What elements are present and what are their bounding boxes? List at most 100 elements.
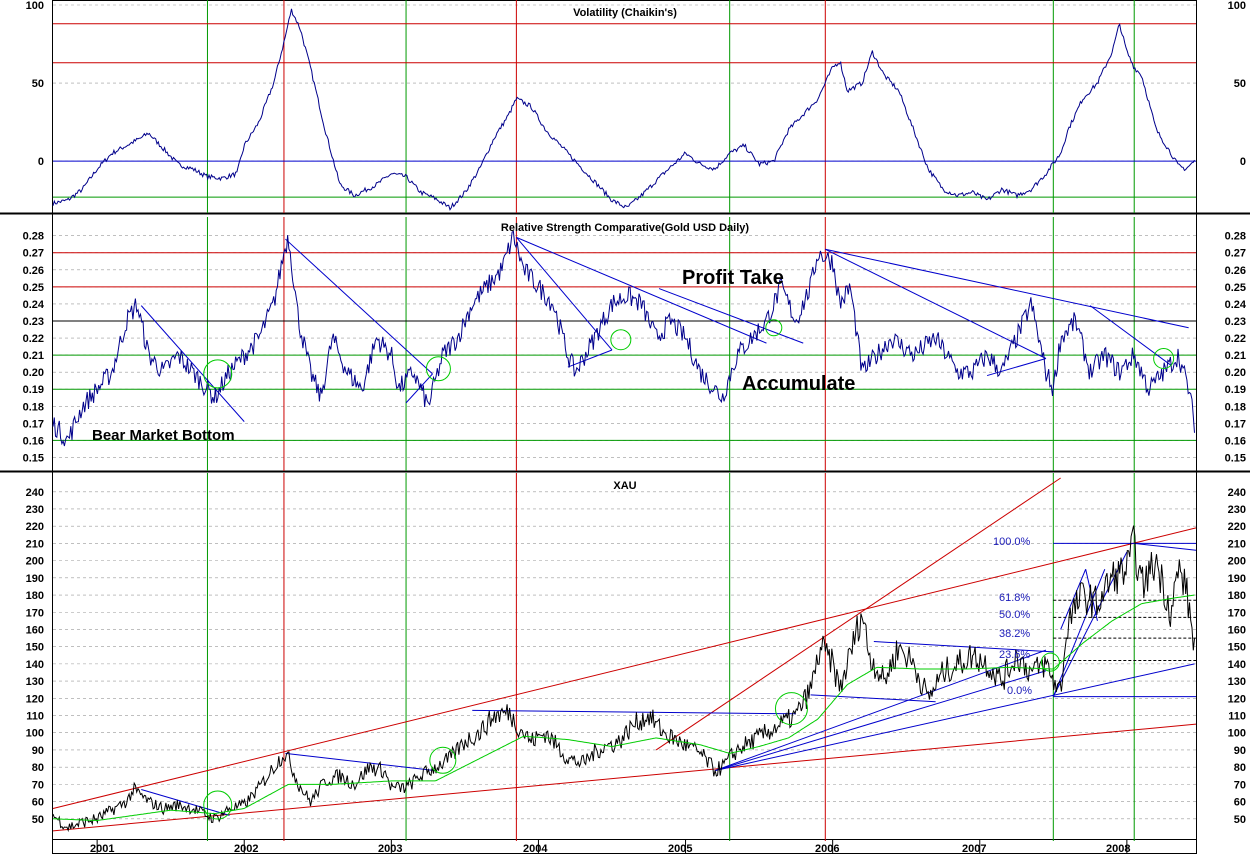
xau-y-tick-left: 100	[26, 728, 44, 740]
xau-y-tick-left: 220	[26, 521, 44, 533]
rsc-y-tick-right: 0.15	[1225, 452, 1246, 464]
xau-y-tick-left: 120	[26, 693, 44, 705]
rsc-y-tick-left: 0.17	[23, 418, 44, 430]
xau-y-tick-right: 220	[1228, 521, 1246, 533]
xau-y-tick-right: 80	[1234, 762, 1246, 774]
xau-moving-average-line	[53, 594, 1195, 821]
xau-breakout-circle	[203, 790, 233, 820]
rsc-trendline	[140, 305, 245, 422]
xau-y-tick-left: 170	[26, 607, 44, 619]
xau-y-tick-right: 210	[1228, 538, 1246, 550]
rsc-trendline	[516, 236, 767, 344]
xau-y-tick-left: 90	[32, 745, 44, 757]
xau-y-tick-right: 170	[1228, 607, 1246, 619]
rsc-y-tick-right: 0.18	[1225, 401, 1246, 413]
rsc-breakout-circle	[425, 356, 451, 382]
annotation-accumulate: Accumulate	[742, 373, 855, 395]
x-tick-2005: 2005	[668, 843, 692, 855]
horizontal-level-lines	[53, 23, 1196, 441]
xau-y-tick-left: 130	[26, 676, 44, 688]
rsc-y-tick-left: 0.21	[23, 350, 44, 362]
xau-y-tick-left: 190	[26, 573, 44, 585]
xau-y-tick-left: 50	[32, 814, 44, 826]
rsc-y-tick-right: 0.22	[1225, 333, 1246, 345]
xau-y-tick-left: 230	[26, 504, 44, 516]
rsc-breakout-circle	[203, 359, 233, 389]
x-axis-labels: 2001 2002 2003 2004 2005 2006 2007 2008	[90, 843, 1130, 855]
rsc-trendline	[567, 349, 613, 368]
xau-y-tick-right: 120	[1228, 693, 1246, 705]
fibonacci-labels: 100.0% 61.8% 50.0% 38.2% 23.6% 0.0%	[993, 536, 1032, 697]
series-lines	[52, 8, 1195, 833]
xau-blue-trendline	[1134, 542, 1197, 551]
xau-y-tick-right: 230	[1228, 504, 1246, 516]
x-tick-2006: 2006	[815, 843, 839, 855]
rsc-y-tick-left: 0.22	[23, 333, 44, 345]
xau-blue-trendline	[141, 789, 230, 816]
volatility-y-tick-left: 50	[32, 78, 44, 90]
xau-title: XAU	[613, 480, 636, 492]
volatility-y-tick-left: 100	[26, 0, 44, 12]
rsc-y-tick-right: 0.25	[1225, 282, 1246, 294]
xau-y-tick-left: 200	[26, 556, 44, 568]
xau-y-tick-right: 190	[1228, 573, 1246, 585]
xau-blue-trendline	[1052, 551, 1128, 697]
xau-y-tick-left: 140	[26, 659, 44, 671]
rsc-y-tick-left: 0.27	[23, 248, 44, 260]
rsc-y-tick-left: 0.26	[23, 265, 44, 277]
x-tick-2003: 2003	[378, 843, 402, 855]
year-vertical-lines	[206, 0, 1135, 841]
volatility-y-tick-right: 50	[1234, 78, 1246, 90]
rsc-y-tick-right: 0.16	[1225, 435, 1246, 447]
xau-blue-trendline	[472, 709, 796, 715]
x-tick-2004: 2004	[523, 843, 548, 855]
xau-y-tick-right: 140	[1228, 659, 1246, 671]
xau-blue-trendline	[1085, 569, 1098, 621]
xau-blue-trendline	[1060, 569, 1087, 630]
xau-blue-trendline	[873, 641, 1054, 653]
rsc-y-tick-right: 0.24	[1225, 299, 1247, 311]
rsc-y-tick-left: 0.25	[23, 282, 44, 294]
xau-y-tick-right: 150	[1228, 642, 1246, 654]
xau-y-tick-right: 60	[1234, 797, 1246, 809]
rsc-trendline	[825, 248, 1189, 329]
fib-label-100: 100.0%	[993, 536, 1031, 548]
rsc-y-tick-left: 0.23	[23, 316, 44, 328]
rsc-y-tick-left: 0.28	[23, 231, 44, 243]
x-tick-2001: 2001	[90, 843, 114, 855]
annotation-bear-market-bottom: Bear Market Bottom	[92, 427, 235, 444]
xau-y-tick-right: 130	[1228, 676, 1246, 688]
rsc-y-tick-left: 0.19	[23, 384, 44, 396]
xau-y-tick-left: 240	[26, 487, 44, 499]
rsc-y-tick-left: 0.18	[23, 401, 44, 413]
xau-y-tick-right: 50	[1234, 814, 1246, 826]
xau-blue-trendline	[714, 670, 1047, 772]
xau-y-tick-left: 160	[26, 624, 44, 636]
rsc-y-tick-right: 0.27	[1225, 248, 1246, 260]
xau-blue-trendline	[285, 752, 436, 772]
fib-label-236: 23.6%	[999, 649, 1030, 661]
rsc-y-tick-left: 0.16	[23, 435, 44, 447]
volatility-title: Volatility (Chaikin's)	[573, 7, 677, 19]
rsc-y-tick-right: 0.21	[1225, 350, 1246, 362]
rsc-y-tick-right: 0.20	[1225, 367, 1246, 379]
rsc-y-tick-right: 0.26	[1225, 265, 1246, 277]
xau-y-tick-right: 200	[1228, 556, 1246, 568]
rsc-y-tick-left: 0.15	[23, 452, 44, 464]
xau-breakout-circle	[774, 692, 808, 726]
xau-y-tick-right: 240	[1228, 487, 1246, 499]
xau-y-tick-left: 80	[32, 762, 44, 774]
rsc-y-tick-left: 0.24	[23, 299, 45, 311]
xau-blue-trendline	[714, 663, 1195, 772]
xau-blue-trendline	[810, 694, 936, 703]
xau-red-trendline	[655, 477, 1061, 751]
xau-blue-trendline	[714, 649, 1047, 772]
fib-label-382: 38.2%	[999, 628, 1030, 640]
rsc-y-tick-right: 0.19	[1225, 384, 1246, 396]
xau-y-tick-left: 70	[32, 779, 44, 791]
rsc-title: Relative Strength Comparative(Gold USD D…	[501, 222, 749, 234]
xau-breakout-circle	[429, 746, 457, 774]
x-tick-2008: 2008	[1106, 843, 1130, 855]
fib-label-500: 50.0%	[999, 609, 1030, 621]
